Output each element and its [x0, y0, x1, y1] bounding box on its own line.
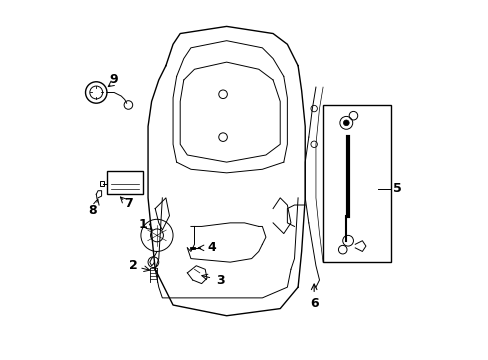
Text: 4: 4: [206, 241, 215, 255]
Text: 8: 8: [88, 204, 97, 217]
Text: 6: 6: [309, 297, 318, 310]
Text: 3: 3: [216, 274, 224, 287]
Text: 9: 9: [110, 73, 118, 86]
Text: 7: 7: [124, 197, 133, 210]
Circle shape: [343, 120, 348, 126]
Text: 2: 2: [129, 259, 138, 272]
Bar: [107, 171, 142, 194]
Text: 1: 1: [138, 218, 147, 231]
Bar: [323, 105, 390, 262]
Text: 5: 5: [392, 183, 401, 195]
Bar: [100, 181, 104, 186]
